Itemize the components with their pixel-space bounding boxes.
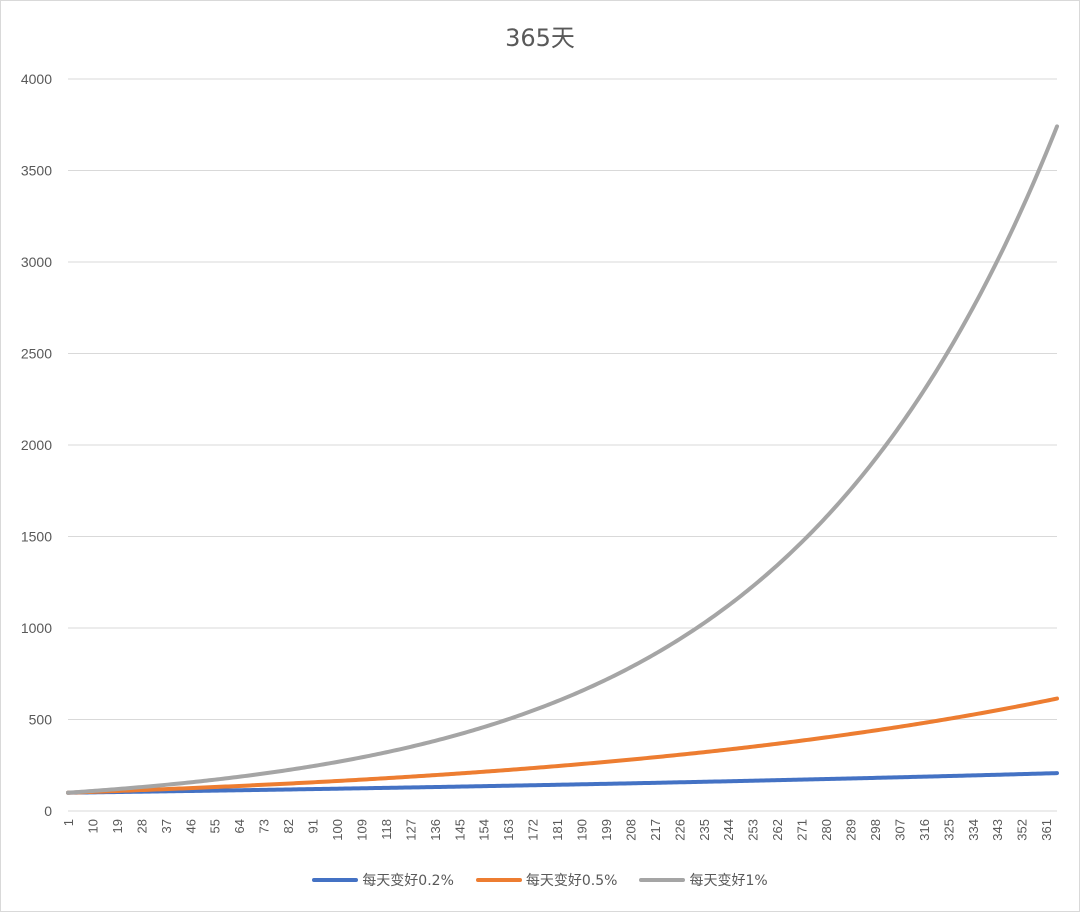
x-tick-label-289: 289 [844, 819, 859, 841]
x-tick-label-91: 91 [306, 819, 321, 833]
x-tick-label-181: 181 [550, 819, 565, 841]
y-tick-label-3000: 3000 [21, 254, 52, 270]
x-tick-label-280: 280 [819, 819, 834, 841]
x-tick-label-316: 316 [917, 819, 932, 841]
x-tick-label-109: 109 [354, 819, 369, 841]
x-tick-label-361: 361 [1039, 819, 1054, 841]
x-tick-label-100: 100 [330, 819, 345, 841]
x-tick-label-244: 244 [721, 819, 736, 841]
x-tick-label-271: 271 [795, 819, 810, 841]
series-line-1 [66, 696, 1059, 795]
chart-title: 365天 [505, 24, 575, 52]
x-tick-label-226: 226 [672, 819, 687, 841]
x-tick-label-10: 10 [85, 819, 100, 833]
x-tick-label-298: 298 [868, 819, 883, 841]
x-tick-label-127: 127 [403, 819, 418, 841]
x-tick-label-64: 64 [232, 819, 247, 833]
legend-item-0: 每天变好0.2% [312, 870, 454, 890]
x-tick-label-208: 208 [623, 819, 638, 841]
x-tick-label-154: 154 [477, 819, 492, 841]
y-tick-label-4000: 4000 [21, 71, 52, 87]
x-tick-label-136: 136 [428, 819, 443, 841]
x-tick-label-46: 46 [183, 819, 198, 833]
x-tick-label-352: 352 [1015, 819, 1030, 841]
legend-label-0: 每天变好0.2% [362, 873, 454, 889]
legend-item-2: 每天变好1% [639, 870, 768, 890]
series-line-0 [66, 771, 1059, 795]
x-tick-label-190: 190 [575, 819, 590, 841]
legend-swatch-2 [639, 878, 686, 882]
x-tick-label-343: 343 [990, 819, 1005, 841]
x-tick-label-37: 37 [159, 819, 174, 833]
x-tick-label-307: 307 [892, 819, 907, 841]
x-tick-label-325: 325 [941, 819, 956, 841]
legend-label-2: 每天变好1% [689, 873, 768, 889]
x-tick-label-1: 1 [61, 819, 76, 826]
legend-swatch-0 [312, 878, 359, 882]
y-tick-label-0: 0 [44, 803, 52, 819]
y-tick-label-1500: 1500 [21, 529, 52, 545]
x-tick-label-145: 145 [452, 819, 467, 841]
series-line-2 [66, 124, 1059, 795]
x-tick-label-82: 82 [281, 819, 296, 833]
x-tick-label-172: 172 [526, 819, 541, 841]
x-tick-label-199: 199 [599, 819, 614, 841]
x-tick-label-253: 253 [746, 819, 761, 841]
x-tick-label-334: 334 [966, 819, 981, 841]
chart-legend: 每天变好0.2% 每天变好0.5% 每天变好1% [0, 870, 1080, 890]
y-tick-label-2000: 2000 [21, 437, 52, 453]
y-tick-label-3500: 3500 [21, 163, 52, 179]
x-tick-label-217: 217 [648, 819, 663, 841]
x-tick-label-73: 73 [257, 819, 272, 833]
x-tick-label-28: 28 [134, 819, 149, 833]
legend-swatch-1 [475, 878, 522, 882]
x-tick-label-55: 55 [208, 819, 223, 833]
y-tick-label-2500: 2500 [21, 346, 52, 362]
x-tick-label-118: 118 [379, 819, 394, 840]
x-tick-label-262: 262 [770, 819, 785, 841]
legend-label-1: 每天变好0.5% [525, 873, 618, 889]
x-tick-label-19: 19 [110, 819, 125, 833]
y-tick-label-1000: 1000 [21, 620, 52, 636]
x-tick-label-235: 235 [697, 819, 712, 841]
x-tick-label-163: 163 [501, 819, 516, 841]
legend-item-1: 每天变好0.5% [475, 870, 618, 890]
y-tick-label-500: 500 [29, 712, 53, 728]
